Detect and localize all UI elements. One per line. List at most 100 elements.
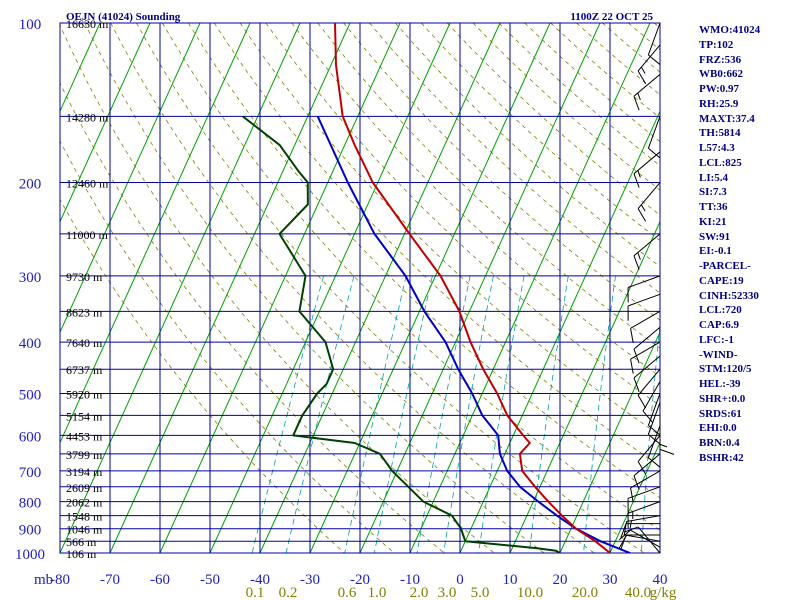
sounding-index: LFC:-1: [699, 333, 734, 346]
wind-barb-half-flag: [640, 204, 646, 212]
wind-barb: [623, 515, 661, 537]
wind-barb-flag: [637, 208, 647, 222]
mixing-ratio-label: 40.0: [625, 585, 651, 600]
sounding-index: MAXT:37.4: [699, 112, 755, 125]
sounding-index: CINH:52330: [699, 289, 759, 302]
wind-barb: [633, 233, 661, 270]
pressure-tick-label: 300: [19, 270, 42, 286]
wind-barb: [627, 486, 661, 514]
mixing-ratio-label: 20.0: [572, 585, 598, 600]
wind-barb: [647, 425, 661, 468]
mixing-ratio-label: 0.6: [338, 585, 357, 600]
wind-barb-staff: [637, 182, 661, 209]
wind-barb-flag: [620, 534, 627, 550]
wind-barb-staff: [630, 341, 661, 360]
height-label: 7640 m: [66, 336, 103, 350]
wind-barb-half-flag: [637, 252, 641, 260]
height-label: 106 m: [66, 547, 97, 561]
temperature-tick-label: -80: [50, 572, 70, 588]
valid-time: 1100Z 22 OCT 25: [570, 11, 653, 23]
temperature-tick-label: 20: [553, 572, 568, 588]
mixing-ratio-line: [583, 275, 616, 553]
wind-barb-flag: [633, 255, 640, 270]
wind-barb-flag: [648, 457, 661, 468]
wind-barb-staff: [637, 44, 661, 72]
wind-barb-flag: [618, 529, 631, 541]
sounding-index: FRZ:536: [699, 53, 742, 66]
height-label: 11000 m: [66, 228, 109, 242]
sounding-profiles: [242, 23, 631, 553]
sounding-index: LCL:720: [699, 304, 742, 317]
sounding-index: TP:102: [699, 38, 734, 51]
plot-border: [59, 22, 661, 554]
temperature-tick-label: 30: [603, 572, 618, 588]
pressure-tick-label: 1000: [15, 547, 45, 563]
height-label: 6737 m: [66, 363, 103, 377]
sounding-index: BSHR:42: [699, 451, 744, 464]
pressure-tick-label: 700: [19, 465, 42, 481]
mixing-ratio-unit-label: g/kg: [650, 585, 677, 600]
height-label: 3194 m: [66, 465, 103, 479]
mixing-ratio-line: [528, 275, 569, 553]
sounding-index: TT:36: [699, 201, 728, 213]
wind-barb-half-flag: [637, 170, 641, 178]
wind-barb-flag: [623, 521, 628, 537]
height-label: 2609 m: [66, 481, 103, 495]
wind-barb-flag: [620, 523, 627, 538]
sounding-index: -PARCEL-: [699, 260, 751, 272]
chart-header: OEJN (41024) Sounding 1100Z 22 OCT 25: [66, 11, 653, 23]
temperature-tick-label: -50: [200, 572, 220, 588]
temperature-tick-label: -30: [300, 572, 320, 588]
height-label: 4453 m: [66, 429, 103, 443]
wind-barb: [647, 402, 661, 445]
wind-barb: [633, 73, 661, 111]
wind-barb: [647, 116, 661, 159]
wind-barb-staff: [633, 355, 661, 379]
mixing-ratio-label: 2.0: [410, 585, 429, 600]
isotherm-line: [609, 441, 660, 553]
wind-barb: [627, 293, 661, 321]
wind-barb-flag: [659, 448, 675, 455]
wind-barb-staff: [633, 453, 661, 477]
wind-barb: [630, 310, 661, 344]
sounding-index: LCL:825: [699, 156, 742, 169]
mixing-ratio-label: 5.0: [471, 585, 490, 600]
sounding-index: WB0:662: [699, 68, 743, 81]
wind-barb: [633, 355, 661, 393]
pressure-tick-label: 500: [19, 387, 42, 403]
wind-barb: [659, 415, 675, 455]
height-label: 2062 m: [66, 496, 103, 510]
sounding-indices-panel: WMO:41024 TP:102 FRZ:536 WB0:662 PW:0.97 RH:2…: [699, 23, 799, 466]
temperature-tick-label: -20: [350, 572, 370, 588]
sounding-index: CAP:6.9: [699, 319, 740, 331]
wind-barb: [637, 44, 661, 85]
wind-barb-flag: [630, 328, 634, 344]
mixing-ratio-label: 1.0: [368, 585, 387, 600]
wind-barb-flag: [637, 70, 647, 85]
wind-barb-half-flag: [637, 92, 641, 101]
sounding-index: KI:21: [699, 215, 727, 228]
wind-barb-staff: [633, 151, 661, 175]
height-label: 8623 m: [66, 305, 103, 319]
wind-barb: [633, 326, 661, 364]
wind-barb-staff: [647, 425, 661, 458]
wind-barb: [642, 381, 661, 423]
wind-barb-half-flag: [629, 520, 632, 529]
wind-barb-flag: [630, 359, 634, 374]
sounding-index: STM:120/5: [699, 363, 752, 376]
sounding-index: CAPE:19: [699, 274, 744, 287]
height-label: 14280 m: [66, 110, 109, 124]
pressure-tick-label: 200: [19, 177, 42, 193]
wind-barb: [627, 501, 661, 529]
sounding-index: SW:91: [699, 230, 731, 243]
wind-barb: [647, 22, 661, 65]
pressure-tick-label: 900: [19, 523, 42, 539]
isotherm-line: [559, 330, 660, 553]
height-label: 1548 m: [66, 510, 103, 524]
pressure-tick-label: 600: [19, 429, 42, 445]
temperature-tick-label: -10: [400, 572, 420, 588]
wind-barb-staff: [626, 534, 661, 542]
height-label: 12460 m: [66, 177, 109, 191]
wind-barb: [624, 526, 661, 554]
